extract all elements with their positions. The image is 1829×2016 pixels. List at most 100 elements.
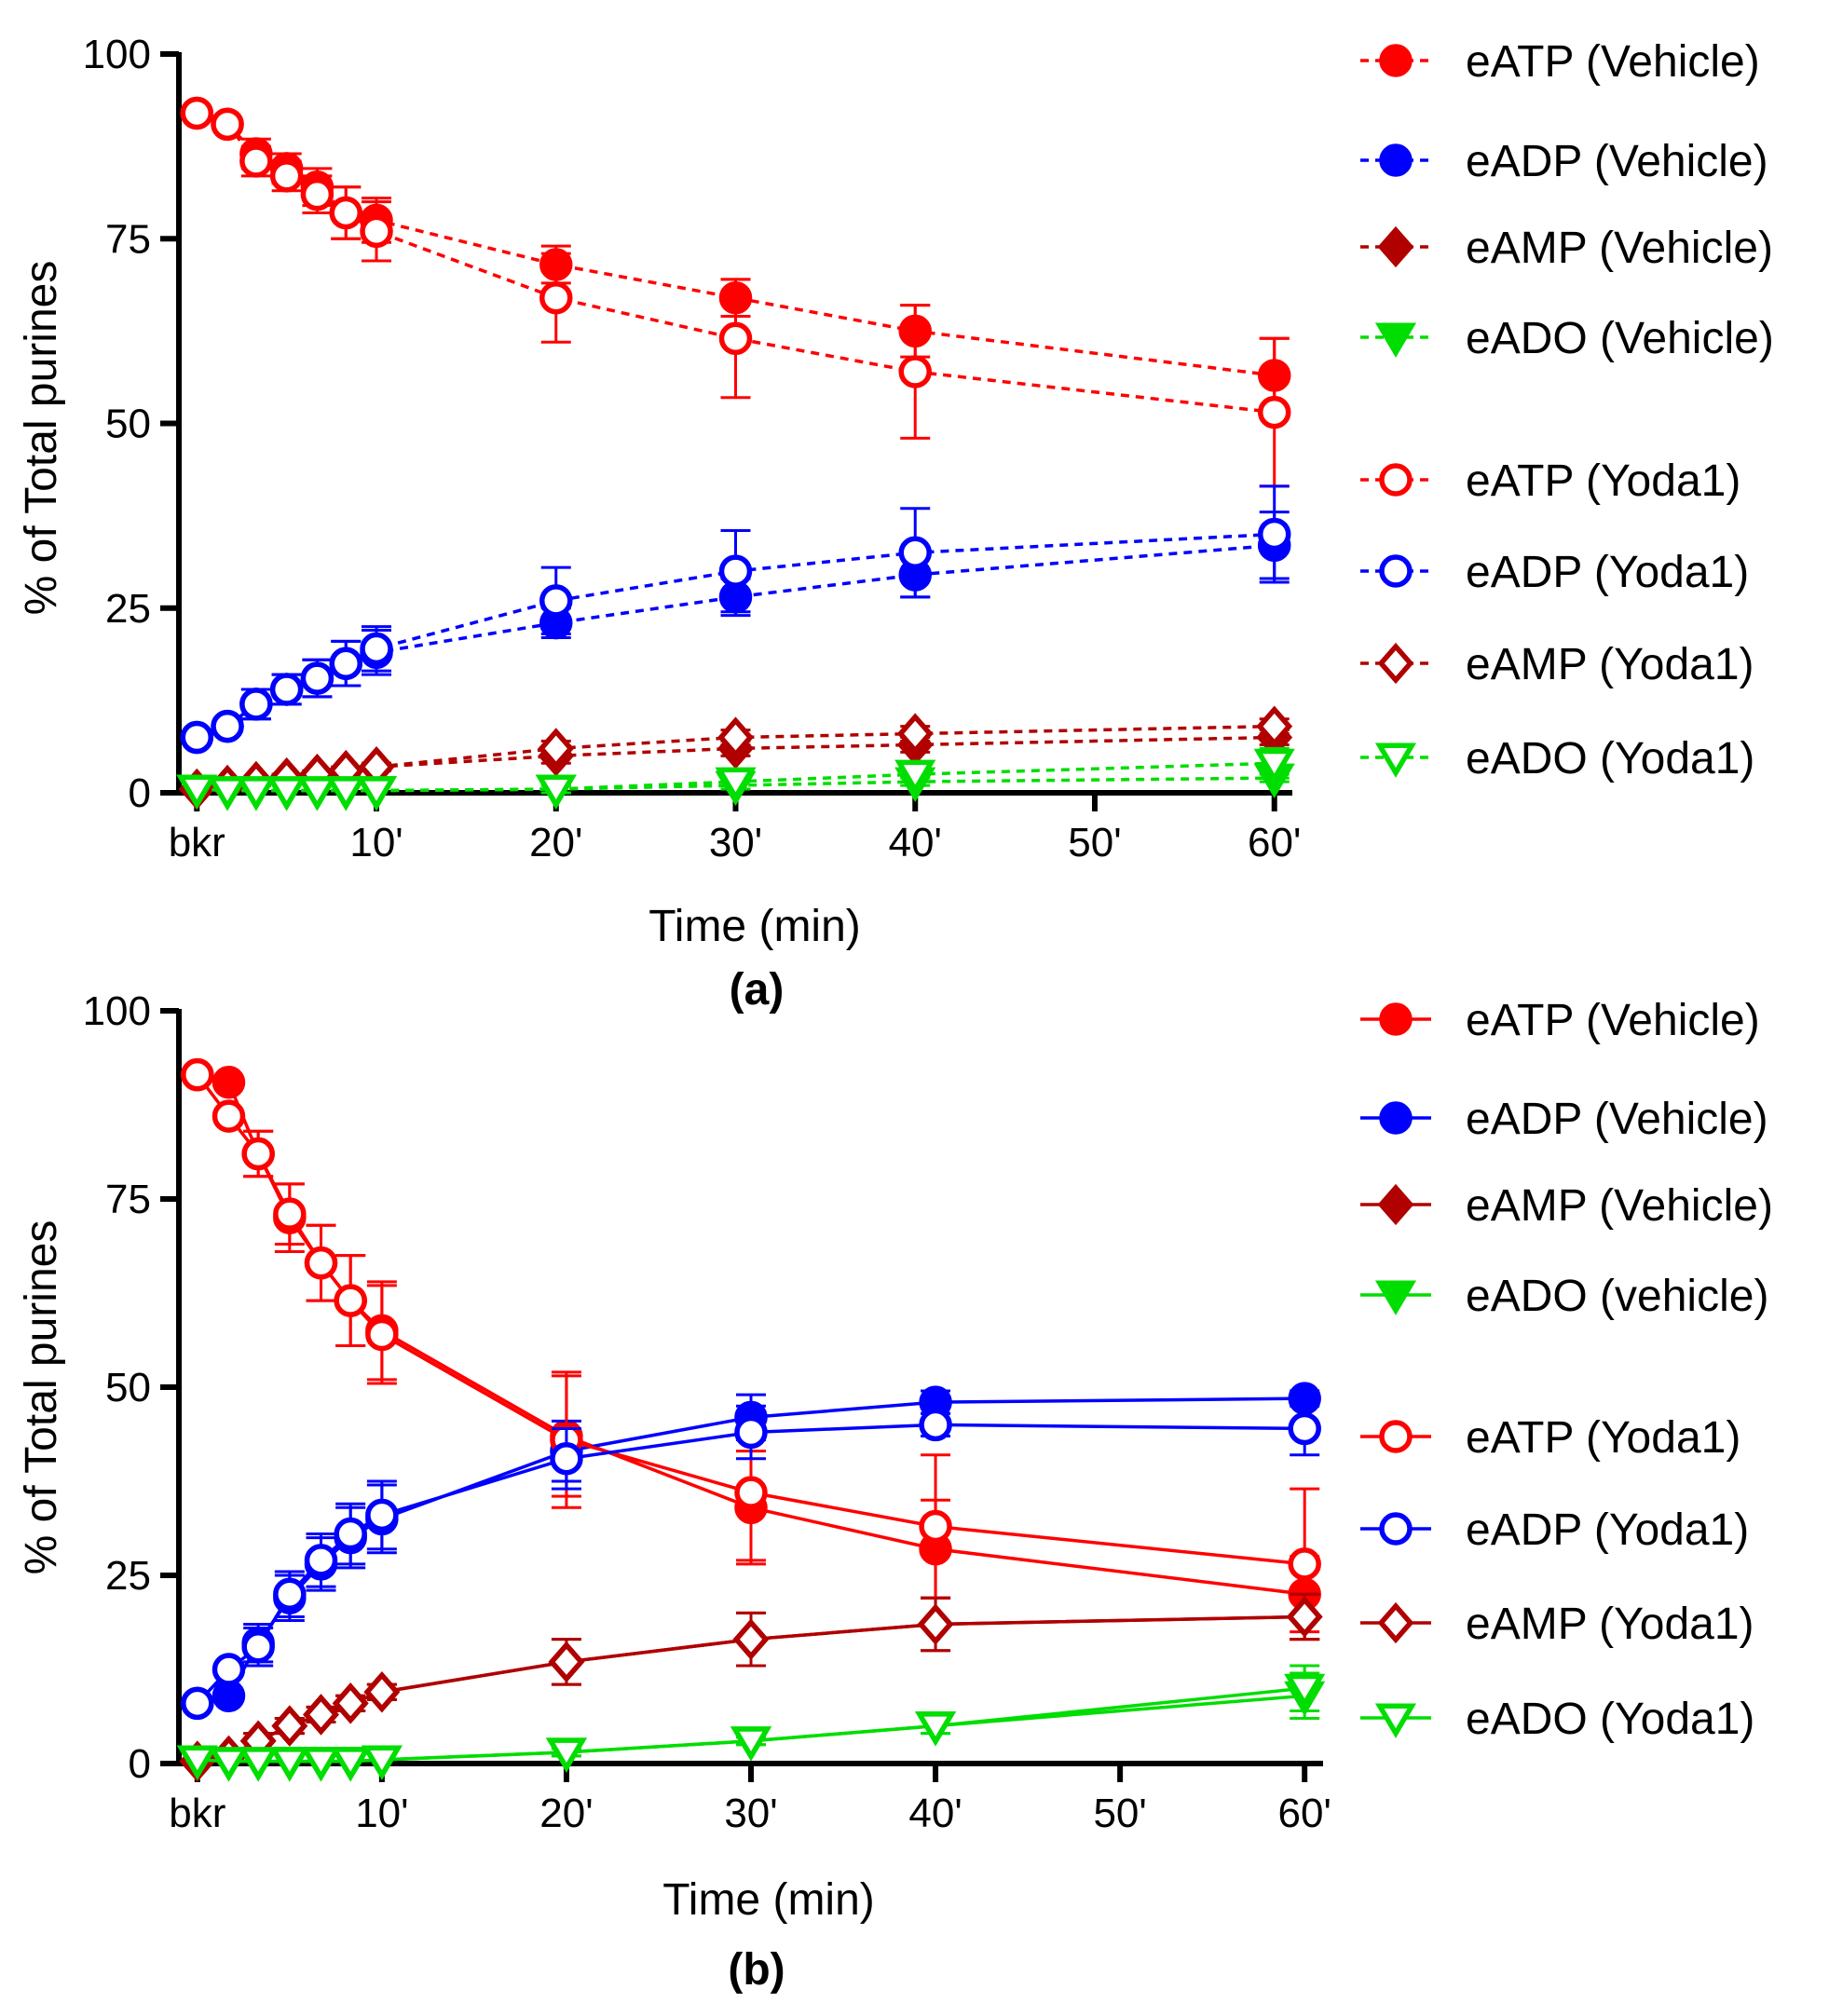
- legend-marker: [1379, 44, 1413, 77]
- legend-label: eATP (Vehicle): [1466, 996, 1760, 1045]
- legend-label: eATP (Yoda1): [1466, 456, 1740, 506]
- panel-b-xlabel: Time (min): [662, 1875, 875, 1925]
- data-point: [360, 632, 393, 666]
- series-eatp-yoda1: [180, 96, 1291, 488]
- panel-a-label: (a): [730, 965, 785, 1015]
- legend-marker: [1379, 1420, 1413, 1453]
- data-point: [329, 647, 362, 680]
- legend-label: eADP (Yoda1): [1466, 548, 1749, 597]
- axes: 0 25 50 75 100 bkr 10' 20' 30' 40' 50' 60': [83, 988, 1331, 1836]
- data-point: [241, 1137, 275, 1171]
- data-point: [238, 1747, 280, 1782]
- data-point: [181, 1686, 214, 1721]
- legend-entry-eamp-yoda1: eAMP (Yoda1): [1360, 640, 1754, 689]
- data-point: [1288, 1411, 1321, 1446]
- legend-marker: [1377, 1183, 1414, 1226]
- legend-marker: [1374, 742, 1417, 778]
- legend-entry-eado-vehicle: eADO (vehicle): [1360, 1272, 1768, 1321]
- x-tick-label: 30': [709, 820, 762, 865]
- data-point: [1256, 705, 1293, 747]
- data-point: [180, 96, 214, 130]
- data-point: [365, 1317, 399, 1352]
- legend-marker: [1379, 143, 1413, 177]
- data-point: [212, 1066, 246, 1099]
- data-point: [898, 355, 932, 388]
- data-point: [266, 776, 307, 811]
- data-point: [303, 1694, 339, 1736]
- data-point: [329, 196, 362, 230]
- x-tick-label: 50': [1093, 1791, 1146, 1836]
- data-point: [715, 767, 757, 803]
- y-tick-label: 25: [105, 586, 151, 632]
- data-point: [212, 1099, 246, 1133]
- data-point: [360, 214, 393, 249]
- legend-label: eADO (Yoda1): [1466, 1695, 1754, 1744]
- data-point: [325, 776, 367, 811]
- data-point: [304, 1246, 338, 1280]
- x-tick-label: bkr: [169, 820, 225, 865]
- data-point: [334, 1517, 367, 1551]
- data-point: [300, 177, 334, 211]
- x-tick-label: 20': [539, 1791, 593, 1836]
- y-tick-label: 100: [83, 32, 151, 77]
- data-point: [300, 661, 334, 695]
- legend-label: eADO (Yoda1): [1466, 734, 1754, 783]
- data-point: [334, 1284, 367, 1317]
- data-point: [212, 1679, 246, 1713]
- y-tick-label: 25: [105, 1553, 151, 1599]
- legend-entry-eado-yoda1: eADO (Yoda1): [1360, 1695, 1754, 1744]
- data-point: [896, 713, 934, 755]
- legend-label: eADP (Vehicle): [1466, 137, 1768, 186]
- x-tick-label: bkr: [169, 1791, 225, 1836]
- legend-marker: [1377, 225, 1414, 268]
- legend-label: eAMP (Yoda1): [1466, 640, 1754, 689]
- data-point: [363, 1671, 401, 1713]
- data-point: [548, 1641, 585, 1683]
- x-tick-label: 20': [529, 820, 582, 865]
- legend-entry-eado-yoda1: eADO (Yoda1): [1360, 734, 1754, 783]
- panel-a-xlabel: Time (min): [648, 902, 861, 951]
- data-point: [212, 1653, 246, 1686]
- legend-entry-eatp-yoda1: eATP (Yoda1): [1360, 1413, 1740, 1463]
- data-point: [269, 673, 304, 706]
- y-tick-label: 50: [105, 1365, 151, 1410]
- data-point: [1253, 748, 1295, 784]
- data-point: [898, 536, 932, 570]
- legend-label: eADO (vehicle): [1466, 1272, 1768, 1321]
- legend-entry-eamp-vehicle: eAMP (Vehicle): [1360, 224, 1773, 273]
- legend-label: eATP (Yoda1): [1466, 1413, 1740, 1463]
- x-tick-label: 10': [355, 1791, 408, 1836]
- panel-b-ylabel: % of Total purines: [17, 1220, 66, 1575]
- series-eadp-yoda1: [181, 1400, 1321, 1721]
- data-point: [296, 776, 338, 811]
- legend-entry-eatp-yoda1: eATP (Yoda1): [1360, 456, 1740, 506]
- legend-entry-eadp-vehicle: eADP (Vehicle): [1360, 137, 1768, 186]
- data-point: [355, 776, 398, 811]
- x-tick-label: 10': [349, 820, 403, 865]
- legend-marker: [1374, 1703, 1417, 1738]
- legend-entry-eatp-vehicle: eATP (Vehicle): [1360, 37, 1760, 87]
- data-point: [718, 554, 753, 588]
- legend-label: eADP (Yoda1): [1466, 1505, 1749, 1555]
- data-point: [1257, 517, 1291, 552]
- data-point: [732, 1618, 770, 1660]
- x-tick-label: 60': [1248, 820, 1301, 865]
- legend-marker: [1379, 1101, 1413, 1135]
- data-point: [273, 1577, 307, 1611]
- data-point: [181, 1057, 214, 1092]
- legend-marker: [1379, 463, 1413, 497]
- legend-label: eAMP (Yoda1): [1466, 1600, 1754, 1649]
- legend-marker: [1379, 1002, 1413, 1036]
- legend-entry-eamp-vehicle: eAMP (Vehicle): [1360, 1181, 1773, 1231]
- legend-label: eADP (Vehicle): [1466, 1095, 1768, 1144]
- data-point: [545, 1737, 587, 1773]
- data-point: [206, 776, 249, 811]
- legend-label: eATP (Vehicle): [1466, 37, 1760, 87]
- data-point: [717, 716, 754, 758]
- data-point: [917, 1603, 954, 1645]
- panel-a: % of Total purines Time (min) (a) 0 25 50 7…: [17, 32, 1774, 1015]
- data-point: [211, 107, 244, 142]
- legend-entry-eatp-vehicle: eATP (Vehicle): [1360, 996, 1760, 1045]
- legend-entry-eamp-yoda1: eAMP (Yoda1): [1360, 1600, 1754, 1649]
